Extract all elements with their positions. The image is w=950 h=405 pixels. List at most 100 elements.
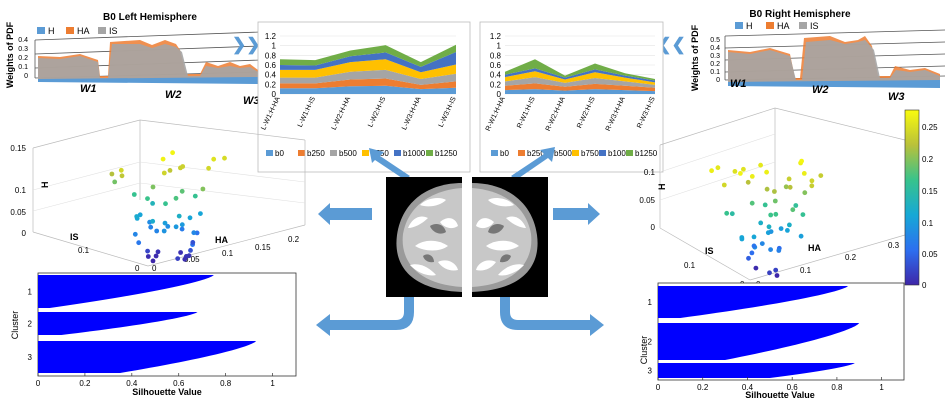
colorbar — [904, 109, 920, 286]
y-tick-label: 0.2 — [490, 80, 502, 89]
brain-right-hemisphere-image — [472, 177, 548, 297]
left-silhouette-plot: Cluster Silhouette Value 1 2 3 0 0.2 0.4 0.6 0.… — [10, 272, 297, 397]
legend-label-b750: b750 — [581, 149, 599, 158]
scatter-point — [161, 228, 167, 234]
ytick: 0.3 — [710, 53, 720, 60]
area-series-b250 — [505, 83, 655, 92]
scatter-point — [154, 228, 160, 234]
scatter-point — [768, 229, 774, 235]
legend-label-b250: b250 — [527, 149, 545, 158]
legend-label-h: H — [48, 26, 55, 36]
area-series-b750 — [280, 59, 456, 80]
scatter-point — [745, 179, 751, 185]
legend-swatch-b1250 — [626, 150, 633, 156]
ytick: 0 — [716, 77, 720, 84]
legend-label-h: H — [746, 21, 753, 31]
scatter-point — [160, 156, 166, 162]
colorbar-tick: 0.2 — [922, 155, 934, 164]
scatter-point — [751, 243, 757, 249]
left-hemisphere-title: B0 Left Hemisphere — [103, 12, 197, 23]
y-tick: 0.1 — [800, 266, 812, 275]
legend-swatch-b1000 — [394, 150, 401, 156]
scatter-point — [790, 207, 796, 213]
legend-swatch-is — [799, 22, 807, 29]
legend-label-b0: b0 — [275, 149, 284, 158]
legend-swatch-b250 — [518, 150, 525, 156]
legend-label-b1250: b1250 — [635, 149, 658, 158]
colorbar-tick: 0.1 — [922, 219, 934, 228]
scatter-point — [802, 190, 808, 196]
scatter-point — [150, 184, 156, 190]
colorbar-tick: 0 — [922, 281, 927, 290]
legend-label-b500: b500 — [554, 149, 572, 158]
colorbar-tick: 0.15 — [922, 187, 938, 196]
ytick: 0.2 — [710, 61, 720, 68]
y-tick: 0 — [152, 264, 157, 273]
silhouette-cluster-2 — [658, 323, 860, 360]
scatter-point — [153, 253, 159, 259]
cluster-tick-label: 3 — [648, 367, 653, 376]
colorbar-tick: 0.05 — [922, 250, 938, 259]
scatter-point — [762, 202, 768, 208]
y-tick-label: 0 — [497, 90, 502, 99]
left-3d-scatter: 0 0.05 0.1 0.15 H IS HA 0 0.1 0 0.05 0.1… — [10, 119, 306, 273]
scatter-point — [176, 213, 182, 219]
y-tick-label: 0.2 — [265, 80, 277, 89]
right-ylabel: Weights of PDF — [690, 24, 700, 91]
x-tick-label: 0.6 — [787, 383, 799, 392]
scatter-point — [800, 212, 806, 218]
area-series-b0 — [280, 85, 456, 94]
arrow-up-left-icon — [369, 148, 410, 180]
y-tick-label: 0.6 — [265, 61, 277, 70]
scatter-point — [768, 212, 774, 218]
x-tick-label: 0.2 — [697, 383, 709, 392]
left-ylabel: Weights of PDF — [5, 21, 15, 88]
region-label-w1: W1 — [730, 78, 747, 90]
x-tick-label: 0.8 — [220, 379, 232, 388]
scatter-point — [786, 176, 792, 182]
scatter-point — [178, 250, 184, 255]
region-label-w2: W2 — [165, 89, 182, 101]
left-stacked-area-box — [257, 21, 471, 173]
legend-swatch-b250 — [298, 150, 305, 156]
arrow-down-right-icon — [500, 296, 604, 336]
scatter-point — [200, 186, 206, 192]
x-tick-label: 0.4 — [126, 379, 138, 388]
area-series-b250 — [280, 78, 456, 90]
z-tick: 0.15 — [10, 144, 26, 153]
area-series-b750 — [505, 71, 655, 85]
scatter-point — [772, 189, 777, 194]
y-tick-label: 0.4 — [490, 71, 502, 80]
area-series-b1250 — [280, 44, 456, 67]
z-tick: 0.1 — [15, 186, 27, 195]
scatter-point — [787, 222, 792, 228]
ytick: 0.1 — [710, 69, 720, 76]
scatter-point — [119, 173, 125, 179]
x-tick-label: 1 — [270, 379, 275, 388]
z-tick: 0.1 — [644, 168, 656, 177]
arrow-down-left-icon — [316, 296, 414, 336]
legend-label-is: IS — [109, 26, 118, 36]
legend-swatch-is — [98, 27, 106, 34]
scatter-point — [188, 248, 193, 253]
scatter-point — [753, 265, 759, 271]
scatter-point — [751, 234, 757, 240]
scatter-point — [758, 220, 764, 226]
x-axis-label: IS — [70, 232, 79, 242]
scatter-point — [778, 226, 784, 232]
ytick: 0.4 — [710, 45, 720, 52]
brain-left-hemisphere-image — [386, 177, 462, 297]
scatter-point — [179, 222, 185, 228]
scatter-point — [148, 224, 154, 230]
scatter-point — [118, 167, 124, 173]
legend-swatch-b500 — [330, 150, 337, 156]
silhouette-cluster-3 — [658, 363, 855, 378]
silhouette-axis-label: Silhouette Value — [132, 387, 202, 397]
legend-swatch-h — [735, 22, 743, 29]
y-tick-label: 0.8 — [490, 51, 502, 60]
y-tick-label: 0.4 — [265, 71, 277, 80]
scatter-point — [809, 178, 815, 184]
legend-label-ha: HA — [77, 26, 90, 36]
scatter-point — [165, 224, 171, 229]
scatter-point — [211, 156, 217, 162]
